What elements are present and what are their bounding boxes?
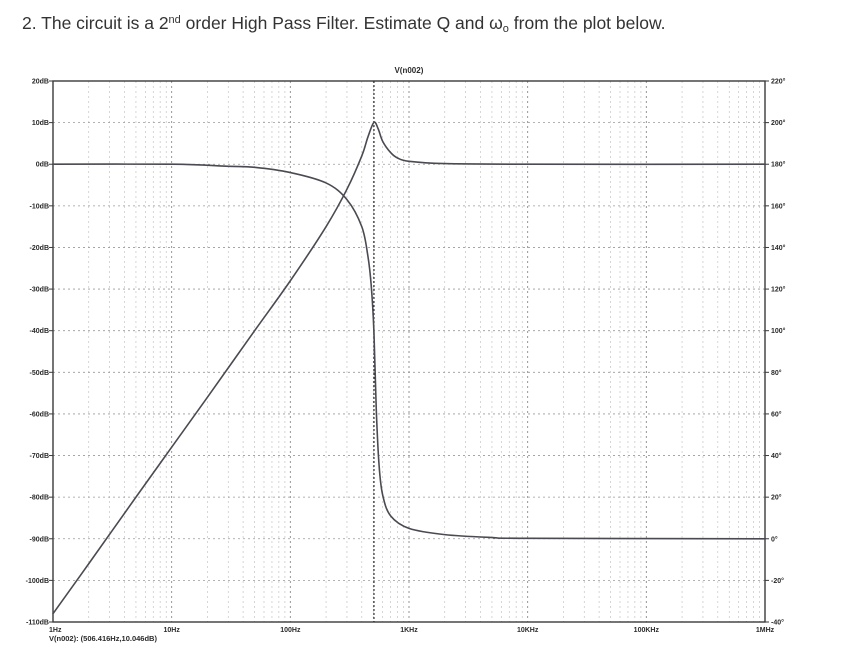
x-tick-label: 100Hz bbox=[280, 627, 301, 634]
y-right-tick-label: -20° bbox=[771, 577, 784, 585]
chart-title: V(n002) bbox=[394, 66, 423, 75]
y-right-tick-label: 0° bbox=[771, 535, 778, 543]
y-left-tick-label: 20dB bbox=[32, 79, 49, 86]
series-layer bbox=[52, 121, 766, 615]
y-left-tick-label: -60dB bbox=[30, 411, 49, 418]
y-left-tick-label: -70dB bbox=[30, 453, 49, 460]
plot-grid bbox=[53, 81, 765, 622]
y-left-tick-label: -80dB bbox=[30, 495, 49, 502]
y-left-tick-label: 10dB bbox=[32, 120, 49, 127]
y-left-tick-label: -40dB bbox=[30, 328, 49, 335]
y-left-tick-label: -30dB bbox=[30, 287, 49, 294]
y-left-tick-label: -90dB bbox=[30, 536, 49, 543]
y-right-tick-label: 220° bbox=[771, 78, 786, 86]
y-right-tick-label: -40° bbox=[771, 619, 784, 627]
question-suffix: from the plot below. bbox=[508, 13, 666, 33]
y-right-tick-label: 20° bbox=[771, 494, 782, 502]
y-left-tick-label: -20dB bbox=[30, 245, 49, 252]
question-text: 2. The circuit is a 2nd order High Pass … bbox=[22, 13, 666, 35]
y-right-tick-label: 80° bbox=[771, 369, 782, 377]
x-tick-label: 100KHz bbox=[634, 627, 660, 634]
x-tick-label: 10Hz bbox=[163, 627, 180, 634]
y-left-tick-label: -50dB bbox=[30, 370, 49, 377]
question-superscript: nd bbox=[168, 14, 181, 26]
y-right-tick-label: 160° bbox=[771, 202, 786, 210]
x-tick-label: 10KHz bbox=[517, 627, 539, 634]
phase-series-line bbox=[52, 163, 766, 540]
question-prefix: 2. The circuit is a 2 bbox=[22, 13, 169, 33]
y-right-tick-label: 60° bbox=[771, 410, 782, 418]
y-left-tick-label: -110dB bbox=[26, 620, 49, 627]
y-right-tick-label: 200° bbox=[771, 119, 786, 127]
plot-frame bbox=[52, 80, 766, 623]
y-left-tick-label: 0dB bbox=[36, 162, 49, 169]
x-tick-label: 1MHz bbox=[756, 627, 775, 634]
x-tick-label: 1KHz bbox=[400, 627, 418, 634]
y-right-tick-label: 140° bbox=[771, 244, 786, 252]
y-left-tick-label: -100dB bbox=[26, 578, 49, 585]
magnitude-series-line bbox=[52, 121, 766, 615]
tick-layer: 20dB 10dB 0dB -10dB -20dB -30dB -40dB -50dB -60d… bbox=[26, 78, 786, 635]
y-left-tick-label: -10dB bbox=[30, 203, 49, 210]
y-right-tick-label: 180° bbox=[771, 161, 786, 169]
question-subscript: o bbox=[502, 23, 509, 35]
y-right-tick-label: 40° bbox=[771, 452, 782, 460]
question-middle: order High Pass Filter. Estimate Q and ω bbox=[180, 13, 503, 33]
y-right-tick-label: 120° bbox=[771, 286, 786, 294]
cursor-readout: V(n002): (506.416Hz,10.046dB) bbox=[49, 634, 157, 643]
y-right-tick-label: 100° bbox=[771, 327, 786, 335]
x-tick-label: 1Hz bbox=[49, 627, 62, 634]
